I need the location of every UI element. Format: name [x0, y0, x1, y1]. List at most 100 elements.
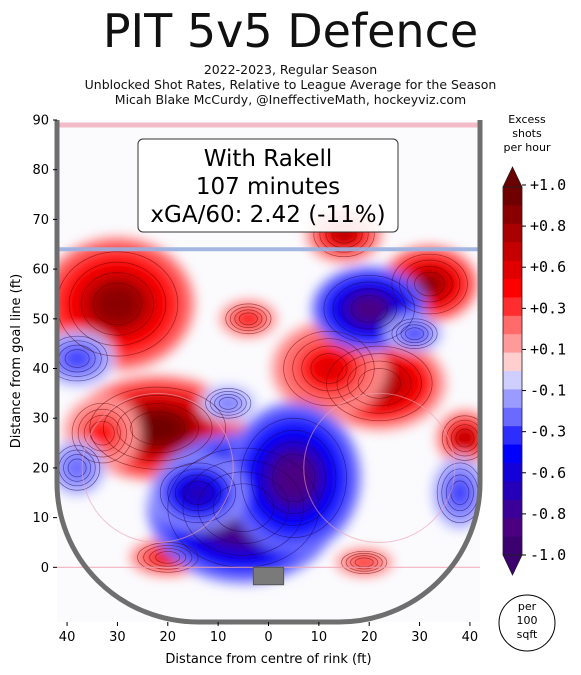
heat-contour — [313, 356, 345, 381]
heat-contour — [135, 414, 181, 442]
colorbar-tick-label: +0.8 — [530, 217, 566, 235]
colorbar-frame — [502, 186, 523, 556]
chart-title: PIT 5v5 Defence — [102, 4, 479, 58]
colorbar-tick-label: -0.1 — [530, 382, 566, 400]
heat-contour — [185, 482, 211, 503]
contour-line — [67, 458, 87, 478]
contour-line — [167, 468, 229, 517]
colorbar-bottom-arrow — [502, 554, 523, 576]
colorbar-segment — [503, 242, 522, 262]
colorbar-segment — [503, 481, 522, 501]
heat-contour — [276, 457, 312, 498]
contour-line — [405, 327, 424, 341]
x-tick-label: 40 — [462, 630, 479, 645]
contour-line — [57, 335, 108, 382]
contour-line — [347, 360, 412, 407]
subtitle-description: Unblocked Shot Rates, Relative to League… — [84, 77, 497, 92]
x-tick-label: 10 — [210, 630, 227, 645]
contour-line — [159, 462, 237, 523]
heat-contour — [69, 460, 85, 476]
contour-line — [92, 282, 142, 326]
contour-line — [89, 386, 227, 470]
y-tick-label: 90 — [32, 114, 49, 129]
contour-line — [116, 403, 199, 454]
contour-line — [80, 272, 155, 336]
colorbar-tick-label: -1.0 — [530, 546, 566, 564]
contour-line — [209, 391, 247, 416]
contour-line — [83, 414, 121, 452]
units-label-line: per — [518, 600, 537, 613]
colorbar-tick-label: -0.3 — [530, 423, 566, 441]
contour-line — [455, 428, 475, 448]
heat-contour — [406, 328, 423, 339]
contour-line — [406, 265, 453, 303]
colorbar-segment — [503, 334, 522, 354]
colorbar-title-line: Excess — [508, 113, 546, 126]
y-tick-label: 50 — [32, 312, 49, 327]
colorbar-tick-label: +0.6 — [530, 258, 566, 276]
y-tick-label: 80 — [32, 163, 49, 178]
colorbar-segment — [503, 371, 522, 390]
units-label-line: sqft — [517, 628, 538, 641]
x-tick-label: 20 — [160, 630, 177, 645]
contour-line — [71, 402, 133, 464]
contour-line — [323, 274, 415, 343]
contour-line — [341, 288, 397, 330]
contour-line — [350, 295, 388, 323]
colorbar-segment — [503, 187, 522, 206]
annotation-line-1: With Rakell — [204, 146, 333, 172]
contour-line — [261, 441, 326, 514]
contour-line — [391, 253, 468, 315]
colorbar-segment — [503, 444, 522, 464]
contour-line — [400, 324, 429, 344]
y-tick-label: 30 — [32, 412, 49, 427]
subtitle-credit: Micah Blake McCurdy, @IneffectiveMath, h… — [114, 92, 467, 107]
x-tick-label: 0 — [264, 630, 272, 645]
x-tick-label: 30 — [411, 630, 428, 645]
contour-line — [350, 555, 379, 570]
contour-line — [391, 318, 438, 349]
contour-line — [174, 474, 222, 512]
contour-line — [137, 542, 199, 573]
goal-net — [252, 566, 285, 586]
contour-line — [436, 462, 480, 523]
heat-contour — [240, 313, 256, 324]
contour-line — [336, 353, 422, 414]
contour-line — [345, 553, 383, 572]
contour-line — [212, 483, 274, 532]
annotation-line-2: 107 minutes — [196, 174, 340, 200]
contour-line — [332, 281, 406, 337]
x-tick-label: 40 — [59, 630, 76, 645]
contour-line — [357, 368, 401, 399]
heat-contour — [354, 297, 385, 321]
contour-line — [143, 545, 193, 570]
x-tick-label: 30 — [109, 630, 126, 645]
x-axis-label: Distance from centre of rink (ft) — [165, 652, 371, 667]
colorbar-segment — [503, 297, 522, 317]
contour-line — [218, 396, 238, 410]
colorbar-segment — [503, 499, 522, 519]
contour-line — [214, 394, 243, 413]
x-tick-label: 20 — [361, 630, 378, 645]
contour-line — [197, 471, 289, 544]
y-tick-label: 0 — [41, 561, 49, 576]
heat-contour — [452, 482, 468, 503]
axes: 40 30 20 10 0 10 20 30 40 0 10 20 30 40 50 60 70 80 90 Dist… — [9, 114, 478, 668]
contour-line — [310, 353, 348, 384]
contour-line — [301, 345, 357, 392]
contour-line — [240, 417, 347, 538]
contour-line — [77, 408, 127, 458]
chart-subtitle: 2022-2023, Regular Season Unblocked Shot… — [0, 62, 581, 107]
y-tick-label: 60 — [32, 263, 49, 278]
colorbar-segment — [503, 536, 522, 556]
subtitle-season: 2022-2023, Regular Season — [203, 62, 378, 77]
contour-line — [155, 551, 181, 564]
y-tick-label: 40 — [32, 362, 49, 377]
colorbar-title-line: shots — [512, 127, 542, 140]
units-label-line: 100 — [517, 614, 538, 627]
heat-contour — [67, 351, 88, 367]
colorbar-segment — [503, 260, 522, 280]
colorbar-segment — [503, 205, 522, 225]
